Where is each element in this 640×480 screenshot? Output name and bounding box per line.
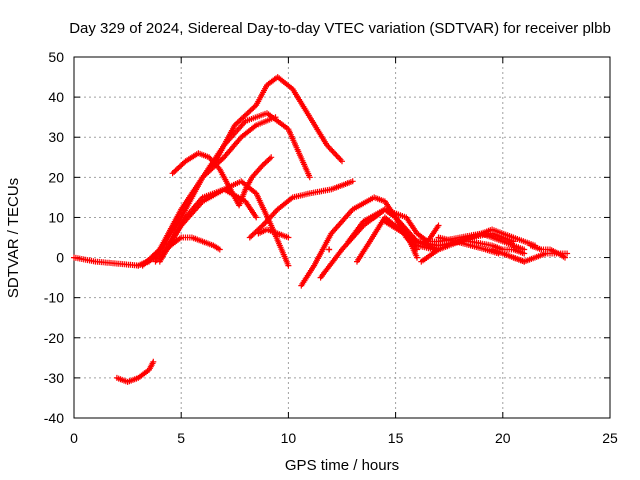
y-axis-label: SDTVAR / TECUs	[5, 178, 22, 298]
series-track-w	[371, 206, 442, 253]
series-layer	[71, 74, 571, 385]
series-track-s	[527, 242, 568, 261]
isolated-point	[326, 246, 333, 253]
series-track-f	[212, 74, 345, 165]
series-track-t	[467, 238, 528, 257]
x-tick-label: 20	[495, 430, 511, 446]
y-tick-label: 10	[48, 209, 64, 225]
x-tick-label: 5	[177, 430, 185, 446]
y-tick-label: 40	[48, 89, 64, 105]
y-tick-label: -30	[44, 370, 64, 386]
y-tick-label: 0	[56, 250, 64, 266]
series-track-u	[113, 358, 157, 385]
series-track-v	[255, 226, 292, 241]
series-track-g	[156, 178, 292, 269]
x-axis-label: GPS time / hours	[285, 457, 399, 474]
y-tick-label: -40	[44, 410, 64, 426]
y-tick-label: 20	[48, 169, 64, 185]
series-track-h	[246, 178, 356, 241]
y-tick-label: -20	[44, 330, 64, 346]
y-tick-label: 30	[48, 129, 64, 145]
x-tick-label: 0	[70, 430, 78, 446]
x-tick-label: 25	[602, 430, 618, 446]
series-track-p	[435, 234, 502, 257]
plot-frame	[73, 56, 611, 419]
chart-title: Day 329 of 2024, Sidereal Day-to-day VTE…	[69, 20, 611, 37]
x-tick-label: 15	[388, 430, 404, 446]
y-tick-label: 50	[48, 49, 64, 65]
y-tick-label: -10	[44, 290, 64, 306]
x-tick-label: 10	[281, 430, 297, 446]
